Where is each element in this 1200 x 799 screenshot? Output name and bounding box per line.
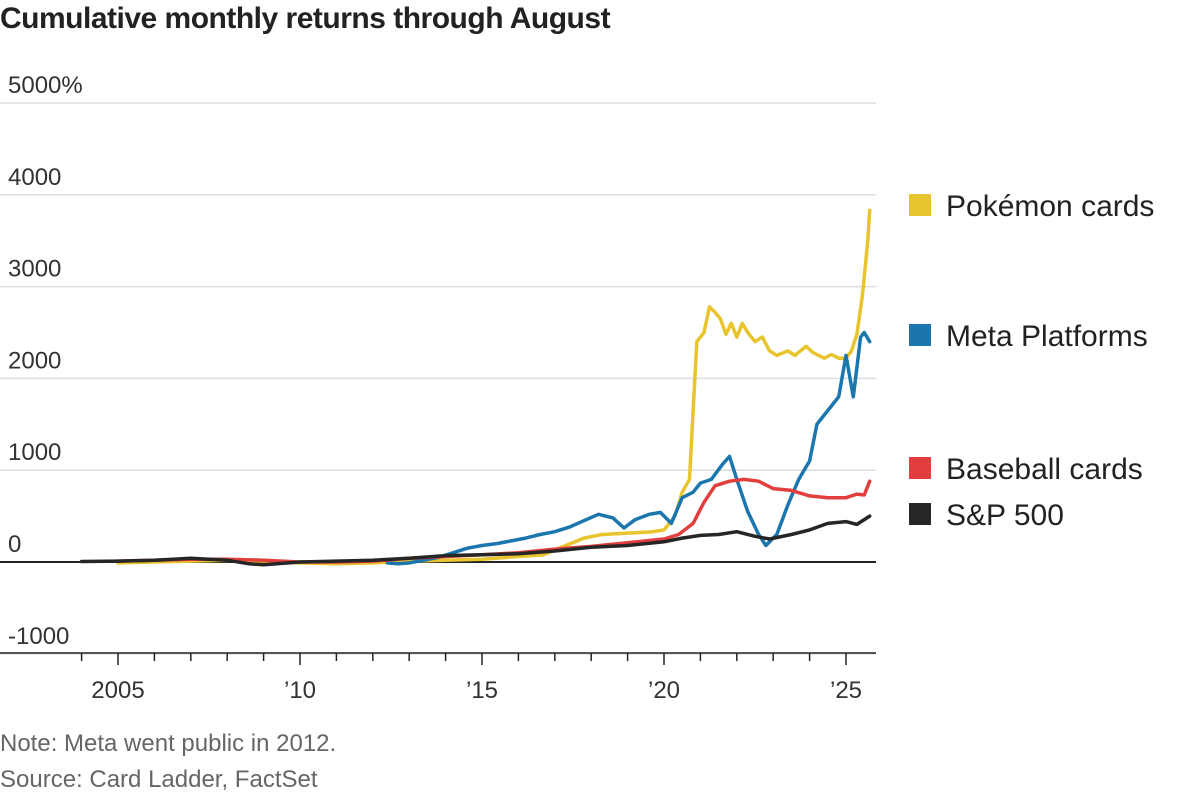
legend-swatch-meta-platforms <box>909 324 931 346</box>
y-tick-label: 2000 <box>8 347 61 374</box>
footnote-source: Source: Card Ladder, FactSet <box>0 766 318 793</box>
x-tick-label: ’25 <box>830 677 862 704</box>
x-tick-label: ’20 <box>648 677 680 704</box>
y-tick-label: 1000 <box>8 439 61 466</box>
chart-title: Cumulative monthly returns through Augus… <box>0 2 611 35</box>
series-line-pok-mon-cards <box>116 208 872 566</box>
x-tick-label: ’10 <box>284 677 316 704</box>
legend-swatch-pok-mon-cards <box>909 194 931 216</box>
footnote-note: Note: Meta went public in 2012. <box>0 730 337 757</box>
series-lines <box>79 208 872 567</box>
legend-label-baseball-cards: Baseball cards <box>946 453 1143 486</box>
y-tick-label: -1000 <box>8 623 69 650</box>
x-tick-label: 2005 <box>91 677 144 704</box>
series-line-baseball-cards <box>116 477 872 564</box>
legend-label-s-p-500: S&P 500 <box>946 499 1064 532</box>
y-tick-label: 5000% <box>8 72 83 99</box>
legend-label-pok-mon-cards: Pokémon cards <box>946 190 1154 223</box>
y-tick-labels: -1000 0 1000 2000 3000 4000 5000% <box>8 72 83 650</box>
y-tick-label: 0 <box>8 531 21 558</box>
x-tick-label: ’15 <box>466 677 498 704</box>
series-line-s-p-500 <box>79 514 872 567</box>
x-axis: 2005 ’10 ’15 ’20 ’25 <box>0 652 876 704</box>
legend-swatch-baseball-cards <box>909 457 931 479</box>
y-tick-label: 3000 <box>8 256 61 283</box>
legend-swatch-s-p-500 <box>909 503 931 525</box>
legend-label-meta-platforms: Meta Platforms <box>946 320 1148 353</box>
grid-lines <box>0 102 876 655</box>
legend: Pokémon cards Meta Platforms Baseball card… <box>909 190 1154 532</box>
y-tick-label: 4000 <box>8 164 61 191</box>
line-chart: -1000 0 1000 2000 3000 4000 5000% 2005 ’10 ’15 ’2… <box>0 72 1154 704</box>
series-line-meta-platforms <box>385 330 872 566</box>
